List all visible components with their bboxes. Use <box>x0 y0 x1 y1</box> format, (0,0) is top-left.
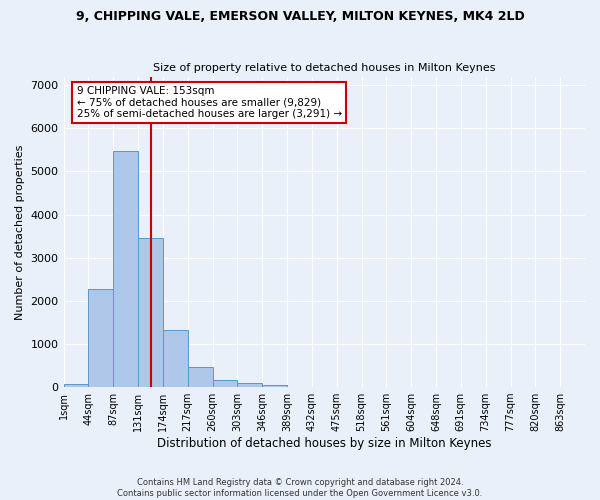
Text: Contains HM Land Registry data © Crown copyright and database right 2024.
Contai: Contains HM Land Registry data © Crown c… <box>118 478 482 498</box>
Text: 9 CHIPPING VALE: 153sqm
← 75% of detached houses are smaller (9,829)
25% of semi: 9 CHIPPING VALE: 153sqm ← 75% of detache… <box>77 86 342 119</box>
Title: Size of property relative to detached houses in Milton Keynes: Size of property relative to detached ho… <box>153 63 496 73</box>
Bar <box>262 385 287 387</box>
Text: 9, CHIPPING VALE, EMERSON VALLEY, MILTON KEYNES, MK4 2LD: 9, CHIPPING VALE, EMERSON VALLEY, MILTON… <box>76 10 524 23</box>
Bar <box>88 288 113 387</box>
Bar <box>64 384 88 387</box>
Bar <box>138 238 163 387</box>
Bar <box>163 330 188 387</box>
X-axis label: Distribution of detached houses by size in Milton Keynes: Distribution of detached houses by size … <box>157 437 491 450</box>
Bar <box>212 380 238 387</box>
Bar <box>113 150 138 387</box>
Bar <box>238 384 262 387</box>
Y-axis label: Number of detached properties: Number of detached properties <box>15 144 25 320</box>
Bar <box>188 367 212 387</box>
